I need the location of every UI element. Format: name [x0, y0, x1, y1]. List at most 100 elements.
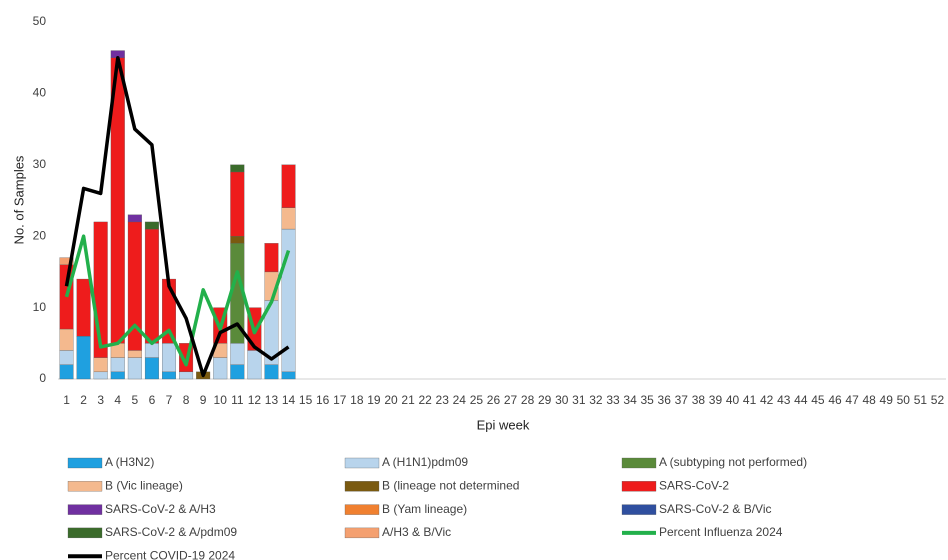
- bar-segment: [59, 328, 74, 351]
- bar-segment: [144, 228, 159, 344]
- bar-segment: [230, 171, 245, 237]
- legend-label: A (subtyping not performed): [659, 455, 807, 469]
- x-tick-label: 44: [794, 393, 808, 407]
- bar-segment: [144, 221, 159, 230]
- legend-label: B (lineage not determined: [382, 478, 519, 492]
- legend-swatch: [344, 504, 380, 515]
- x-tick-label: 37: [675, 393, 689, 407]
- x-tick-label: 1: [63, 393, 70, 407]
- legend-label: A (H3N2): [105, 455, 154, 469]
- x-axis-label: Epi week: [477, 417, 530, 432]
- x-tick-label: 20: [384, 393, 398, 407]
- legend-label: B (Vic lineage): [105, 478, 183, 492]
- bar-segment: [59, 364, 74, 380]
- x-tick-label: 34: [623, 393, 637, 407]
- legend-swatch: [344, 457, 380, 469]
- legend-swatch: [67, 481, 103, 492]
- x-tick-label: 50: [897, 393, 911, 407]
- x-tick-label: 33: [606, 393, 620, 407]
- bar-segment: [162, 343, 176, 373]
- legend-swatch: [344, 527, 380, 539]
- x-tick-label: 25: [470, 393, 484, 407]
- legend-label: B (Yam lineage): [382, 502, 467, 516]
- bar-segment: [59, 350, 74, 365]
- bar-segment: [127, 350, 142, 358]
- x-tick-label: 15: [299, 393, 313, 407]
- x-tick-label: 35: [640, 393, 654, 407]
- legend-swatch: [621, 481, 657, 492]
- x-tick-label: 36: [658, 393, 672, 407]
- y-axis-label: No. of Samples: [11, 155, 26, 244]
- x-tick-label: 22: [418, 393, 432, 407]
- y-tick-label: 30: [33, 157, 47, 171]
- bar-segment: [93, 371, 108, 380]
- legend-label: A (H1N1)pdm09: [382, 455, 468, 469]
- bar-segment: [162, 371, 176, 380]
- y-tick-label: 0: [39, 371, 46, 385]
- x-tick-label: 46: [828, 393, 842, 407]
- bar-segment: [127, 214, 142, 223]
- bar-segment: [59, 257, 74, 265]
- x-tick-label: 26: [487, 393, 501, 407]
- x-tick-label: 48: [862, 393, 876, 407]
- x-tick-label: 32: [589, 393, 603, 407]
- x-tick-label: 30: [555, 393, 569, 407]
- legend-swatch: [67, 457, 103, 469]
- bar-segment: [230, 236, 245, 244]
- legend-label: Percent Influenza 2024: [659, 525, 783, 539]
- legend-label: SARS-CoV-2 & A/pdm09: [105, 525, 237, 539]
- bar-segment: [179, 371, 194, 380]
- x-tick-label: 40: [726, 393, 740, 407]
- x-tick-label: 23: [436, 393, 450, 407]
- legend-swatch: [67, 527, 103, 539]
- bar-segment: [281, 371, 296, 380]
- x-tick-label: 31: [572, 393, 586, 407]
- x-tick-label: 12: [248, 393, 262, 407]
- x-tick-label: 29: [538, 393, 552, 407]
- bar-segment: [230, 343, 245, 365]
- bar-segment: [230, 164, 245, 173]
- x-tick-label: 6: [149, 393, 156, 407]
- x-tick-label: 14: [282, 393, 296, 407]
- line-series: [64, 55, 290, 378]
- bar-segment: [247, 350, 262, 380]
- bar-segment: [110, 357, 125, 373]
- x-tick-label: 18: [350, 393, 364, 407]
- legend-swatch: [67, 504, 103, 515]
- legend-label: Percent COVID-19 2024: [105, 548, 235, 560]
- bar-segment: [127, 357, 142, 380]
- x-tick-label: 10: [214, 393, 228, 407]
- x-tick-label: 28: [521, 393, 535, 407]
- x-tick-label: 41: [743, 393, 757, 407]
- x-tick-label: 27: [504, 393, 518, 407]
- bar-segment: [110, 371, 125, 380]
- x-tick-label: 52: [931, 393, 945, 407]
- x-tick-label: 39: [709, 393, 723, 407]
- bar-segment: [230, 364, 245, 380]
- y-tick-label: 20: [33, 228, 47, 242]
- legend-label: SARS-CoV-2 & B/Vic: [659, 502, 772, 516]
- bar-segment: [264, 364, 279, 380]
- line-series: [64, 234, 291, 367]
- x-tick-label: 45: [811, 393, 825, 407]
- x-tick-label: 16: [316, 393, 330, 407]
- x-tick-label: 5: [132, 393, 139, 407]
- bar-segment: [76, 278, 91, 337]
- x-tick-label: 38: [692, 393, 706, 407]
- x-tick-label: 47: [845, 393, 859, 407]
- x-tick-label: 8: [183, 393, 190, 407]
- x-tick-label: 13: [265, 393, 279, 407]
- legend-swatch: [344, 481, 380, 492]
- x-tick-label: 11: [231, 393, 244, 407]
- x-tick-label: 17: [333, 393, 347, 407]
- legend-label: SARS-CoV-2 & A/H3: [105, 502, 216, 516]
- bar-segment: [264, 243, 279, 273]
- legend-label: A/H3 & B/Vic: [382, 525, 451, 539]
- bar-segment: [93, 357, 108, 373]
- y-tick-label: 40: [33, 86, 47, 100]
- bar-segment: [213, 357, 228, 380]
- x-tick-label: 21: [401, 393, 415, 407]
- x-tick-label: 43: [777, 393, 791, 407]
- y-tick-label: 10: [33, 300, 47, 314]
